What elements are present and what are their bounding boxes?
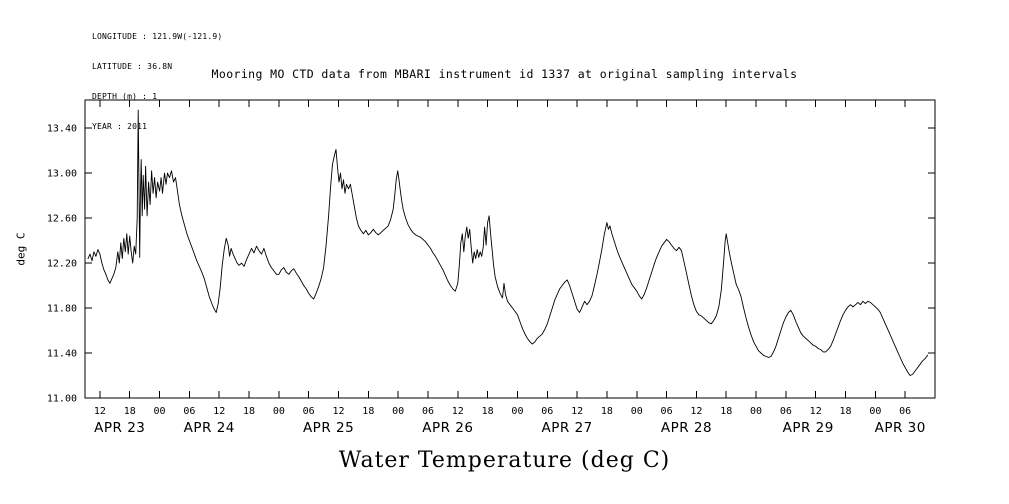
y-tick-label: 12.20 bbox=[47, 259, 77, 270]
x-tick-label: 12 bbox=[332, 406, 344, 417]
x-tick-label: 18 bbox=[482, 406, 494, 417]
x-tick-label: 00 bbox=[154, 406, 166, 417]
x-date-label: APR 24 bbox=[184, 420, 235, 436]
x-tick-label: 06 bbox=[541, 406, 553, 417]
x-tick-label: 18 bbox=[124, 406, 136, 417]
x-tick-label: 12 bbox=[810, 406, 822, 417]
station-metadata: LONGITUDE : 121.9W(-121.9) LATITUDE : 36… bbox=[92, 12, 222, 142]
x-tick-label: 00 bbox=[273, 406, 285, 417]
x-tick-label: 00 bbox=[392, 406, 404, 417]
x-date-label: APR 26 bbox=[422, 420, 473, 436]
x-tick-label: 18 bbox=[362, 406, 374, 417]
x-tick-label: 00 bbox=[869, 406, 881, 417]
x-tick-label: 06 bbox=[899, 406, 911, 417]
x-date-label: APR 29 bbox=[783, 420, 834, 436]
chart-title: Mooring MO CTD data from MBARI instrumen… bbox=[211, 67, 798, 81]
y-tick-label: 11.40 bbox=[47, 349, 77, 360]
x-tick-label: 06 bbox=[661, 406, 673, 417]
y-tick-label: 13.00 bbox=[47, 169, 77, 180]
axes: 11.00 11.40 11.80 12.20 12.60 13.00 13.40 12 18 0… bbox=[47, 100, 935, 436]
x-date-label: APR 30 bbox=[875, 420, 926, 436]
x-tick-label: 06 bbox=[183, 406, 195, 417]
x-tick-label: 18 bbox=[601, 406, 613, 417]
x-tick-label: 06 bbox=[303, 406, 315, 417]
metadata-year: YEAR : 2011 bbox=[92, 122, 148, 131]
x-tick-label: 06 bbox=[422, 406, 434, 417]
y-tick-label: 12.60 bbox=[47, 214, 77, 225]
x-date-label: APR 28 bbox=[661, 420, 712, 436]
metadata-latitude: LATITUDE : 36.8N bbox=[92, 62, 173, 71]
x-tick-label: 00 bbox=[750, 406, 762, 417]
x-tick-label: 18 bbox=[720, 406, 732, 417]
x-tick-label: 06 bbox=[780, 406, 792, 417]
x-tick-label: 12 bbox=[571, 406, 583, 417]
x-tick-label: 12 bbox=[452, 406, 464, 417]
x-tick-label: 12 bbox=[690, 406, 702, 417]
y-tick-label: 11.80 bbox=[47, 304, 77, 315]
y-axis-label: deg C bbox=[14, 232, 28, 266]
x-tick-label: 18 bbox=[243, 406, 255, 417]
plot-frame bbox=[84, 99, 936, 399]
x-date-label: APR 27 bbox=[542, 420, 593, 436]
temperature-line bbox=[87, 109, 928, 376]
x-tick-label: 12 bbox=[213, 406, 225, 417]
x-axis-title: Water Temperature (deg C) bbox=[338, 448, 671, 473]
x-tick-label: 18 bbox=[840, 406, 852, 417]
metadata-longitude: LONGITUDE : 121.9W(-121.9) bbox=[92, 32, 223, 41]
x-date-label: APR 25 bbox=[303, 420, 354, 436]
x-date-label: APR 23 bbox=[94, 420, 145, 436]
x-tick-label: 00 bbox=[631, 406, 643, 417]
y-tick-label: 11.00 bbox=[47, 394, 77, 405]
y-tick-label: 13.40 bbox=[47, 124, 77, 135]
x-tick-label: 00 bbox=[511, 406, 523, 417]
x-tick-label: 12 bbox=[94, 406, 106, 417]
metadata-depth: DEPTH (m) : 1 bbox=[92, 92, 158, 101]
